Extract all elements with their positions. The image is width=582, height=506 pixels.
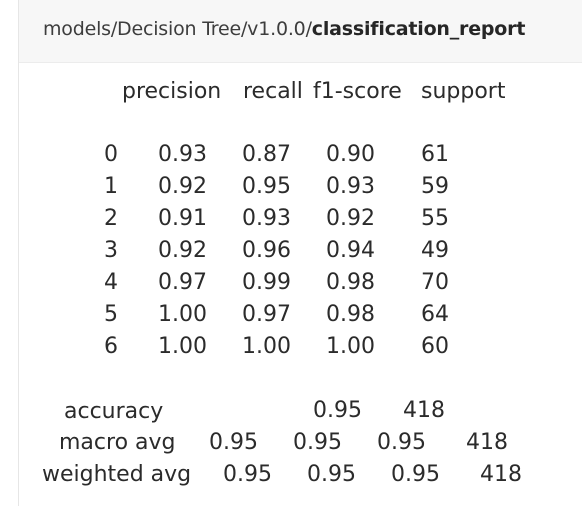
weighted-avg-recall: 0.95 bbox=[307, 462, 356, 487]
breadcrumb-file-name: classification_report bbox=[311, 18, 526, 40]
macro-avg-recall: 0.95 bbox=[293, 430, 342, 455]
column-header-precision: precision bbox=[122, 79, 222, 104]
macro-avg-support: 418 bbox=[466, 430, 508, 455]
row-support: 49 bbox=[421, 238, 449, 263]
row-precision: 0.92 bbox=[158, 174, 207, 199]
row-precision: 0.97 bbox=[158, 270, 207, 295]
row-support: 59 bbox=[421, 174, 449, 199]
row-recall: 0.97 bbox=[242, 302, 291, 327]
weighted-avg-label: weighted avg bbox=[42, 462, 192, 487]
accuracy-support: 418 bbox=[403, 398, 445, 423]
row-support: 60 bbox=[421, 334, 449, 359]
row-recall: 0.93 bbox=[242, 206, 291, 231]
row-label: 5 bbox=[104, 302, 118, 327]
row-label: 2 bbox=[104, 206, 118, 231]
row-f1-score: 0.98 bbox=[326, 270, 375, 295]
row-recall: 1.00 bbox=[242, 334, 291, 359]
breadcrumb-path[interactable]: models/Decision Tree/v1.0.0/ bbox=[43, 18, 312, 40]
row-f1-score: 0.93 bbox=[326, 174, 375, 199]
row-recall: 0.95 bbox=[242, 174, 291, 199]
macro-avg-label: macro avg bbox=[59, 430, 176, 455]
row-label: 4 bbox=[104, 270, 118, 295]
accuracy-f1-score: 0.95 bbox=[313, 398, 362, 423]
macro-avg-precision: 0.95 bbox=[209, 430, 258, 455]
file-path-header: models/Decision Tree/v1.0.0/classificati… bbox=[19, 0, 582, 63]
column-header-support: support bbox=[421, 79, 506, 104]
weighted-avg-precision: 0.95 bbox=[223, 462, 272, 487]
breadcrumb: models/Decision Tree/v1.0.0/classificati… bbox=[43, 18, 525, 40]
row-precision: 1.00 bbox=[158, 302, 207, 327]
weighted-avg-support: 418 bbox=[480, 462, 522, 487]
row-precision: 0.91 bbox=[158, 206, 207, 231]
row-f1-score: 0.98 bbox=[326, 302, 375, 327]
row-recall: 0.99 bbox=[242, 270, 291, 295]
row-f1-score: 0.90 bbox=[326, 142, 375, 167]
row-f1-score: 0.92 bbox=[326, 206, 375, 231]
row-label: 6 bbox=[104, 334, 118, 359]
row-precision: 0.92 bbox=[158, 238, 207, 263]
row-label: 1 bbox=[104, 174, 118, 199]
weighted-avg-f1-score: 0.95 bbox=[391, 462, 440, 487]
row-f1-score: 1.00 bbox=[326, 334, 375, 359]
row-precision: 1.00 bbox=[158, 334, 207, 359]
row-label: 3 bbox=[104, 238, 118, 263]
row-support: 64 bbox=[421, 302, 449, 327]
row-recall: 0.87 bbox=[242, 142, 291, 167]
row-support: 70 bbox=[421, 270, 449, 295]
file-viewer-panel: models/Decision Tree/v1.0.0/classificati… bbox=[18, 0, 582, 506]
row-recall: 0.96 bbox=[242, 238, 291, 263]
column-header-f1-score: f1-score bbox=[313, 79, 402, 104]
row-f1-score: 0.94 bbox=[326, 238, 375, 263]
row-support: 61 bbox=[421, 142, 449, 167]
column-header-recall: recall bbox=[243, 79, 303, 104]
accuracy-label: accuracy bbox=[64, 399, 164, 424]
row-precision: 0.93 bbox=[158, 142, 207, 167]
row-support: 55 bbox=[421, 206, 449, 231]
row-label: 0 bbox=[104, 142, 118, 167]
macro-avg-f1-score: 0.95 bbox=[377, 430, 426, 455]
